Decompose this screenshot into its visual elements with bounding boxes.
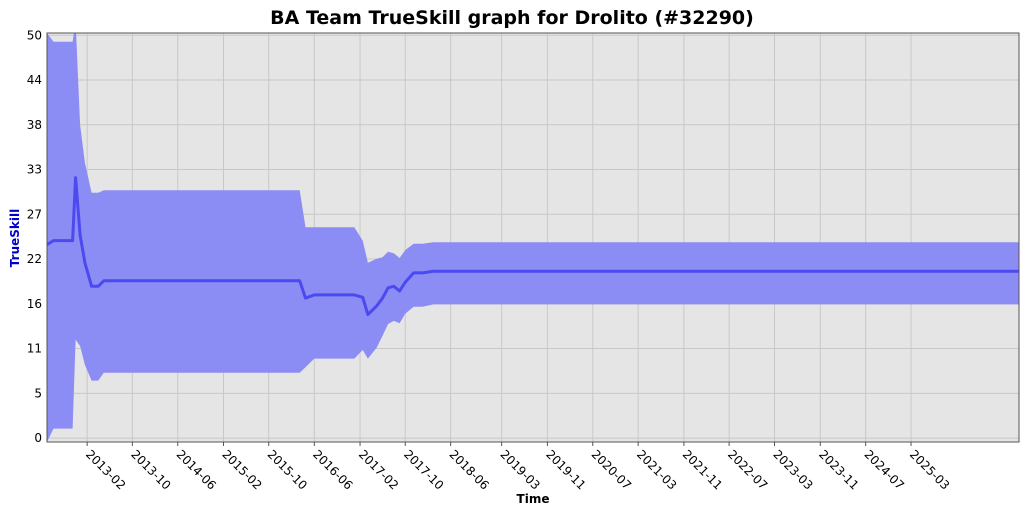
x-tick-label: 2013-10 (128, 447, 173, 492)
y-axis-label: TrueSkill (8, 209, 22, 267)
trueskill-line (47, 176, 1019, 317)
x-axis-ticks: 2013-02 2013-10 2014-06 2015-02 2015-10 2016-… (83, 442, 952, 493)
y-tick-label: 27 (27, 207, 42, 221)
x-tick-label: 2020-07 (589, 447, 634, 492)
y-tick-label: 11 (27, 342, 42, 356)
x-tick-label: 2023-03 (770, 447, 815, 492)
chart-title: BA Team TrueSkill graph for Drolito (#32… (270, 7, 754, 29)
y-tick-label: 5 (34, 386, 42, 400)
y-axis-ticks: 0 5 11 16 22 27 33 38 44 50 (27, 28, 42, 445)
x-tick-label: 2025-03 (907, 447, 952, 492)
y-tick-label: 44 (27, 73, 42, 87)
x-tick-label: 2019-03 (497, 447, 542, 492)
x-tick-label: 2016-06 (310, 447, 355, 492)
x-tick-label: 2013-02 (83, 447, 128, 492)
y-tick-label: 50 (27, 28, 42, 42)
x-tick-label: 2021-03 (634, 447, 679, 492)
plot-border (46, 32, 1020, 443)
x-tick-label: 2015-10 (265, 447, 310, 492)
uncertainty-band (47, 33, 1019, 442)
y-tick-label: 0 (34, 431, 42, 445)
x-tick-label: 2022-07 (725, 447, 770, 492)
x-tick-label: 2023-11 (816, 447, 861, 492)
x-tick-label: 2024-07 (862, 447, 907, 492)
y-tick-label: 22 (27, 252, 42, 266)
x-tick-label: 2015-02 (219, 447, 264, 492)
y-tick-label: 33 (27, 163, 42, 177)
x-tick-label: 2014-06 (174, 447, 219, 492)
x-tick-label: 2018-06 (447, 447, 492, 492)
data-layer (47, 33, 1019, 442)
x-tick-label: 2017-02 (356, 447, 401, 492)
y-tick-label: 38 (27, 118, 42, 132)
x-axis-label: Time (517, 492, 550, 506)
x-tick-label: 2017-10 (401, 447, 446, 492)
x-tick-label: 2019-11 (543, 447, 588, 492)
x-tick-label: 2021-11 (680, 447, 725, 492)
y-tick-label: 16 (27, 297, 42, 311)
